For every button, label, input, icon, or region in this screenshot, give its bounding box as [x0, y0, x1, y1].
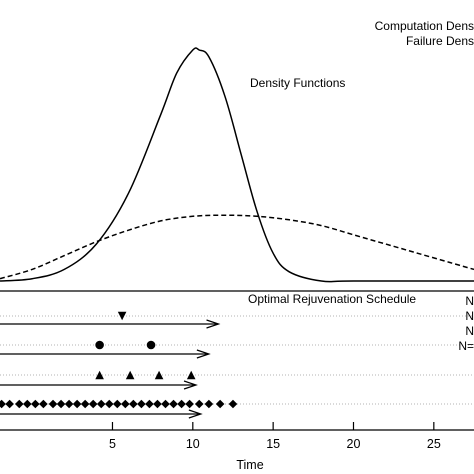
rejuvenation-marker-triangle-down [117, 311, 127, 321]
schedule-row-label: N [465, 294, 474, 308]
rejuvenation-marker-diamond [153, 399, 162, 409]
x-axis-ticks: 5 10 15 20 25 [109, 422, 441, 451]
rejuvenation-marker-diamond [5, 399, 14, 409]
rejuvenation-marker-diamond [72, 399, 82, 409]
rejuvenation-marker-triangle-up [125, 370, 135, 380]
rejuvenation-marker-diamond [215, 399, 225, 409]
schedule-row-label: N [465, 324, 474, 338]
rejuvenation-marker-diamond [31, 399, 40, 409]
rejuvenation-marker-diamond [177, 399, 186, 409]
rejuvenation-marker-diamond [121, 399, 130, 409]
rejuvenation-marker-diamond [228, 399, 238, 409]
rejuvenation-marker-diamond [129, 399, 138, 409]
schedule-row-label: N= [458, 339, 474, 353]
rejuvenation-marker-diamond [104, 399, 114, 409]
rejuvenation-marker-circle [146, 340, 156, 350]
schedule-arrowhead [206, 319, 221, 329]
rejuvenation-marker-diamond [48, 399, 58, 409]
x-tick-label: 10 [186, 437, 200, 451]
rejuvenation-marker-triangle-up [95, 370, 104, 380]
rejuvenation-marker-diamond [204, 399, 214, 409]
rejuvenation-marker-circle [95, 340, 104, 350]
rejuvenation-marker-diamond [39, 399, 48, 409]
rejuvenation-marker-diamond [112, 399, 122, 409]
rejuvenation-marker-diamond [169, 399, 178, 409]
legend-computation-label: Computation Dens [375, 19, 474, 33]
schedule-row-label: N [465, 309, 474, 323]
schedule-panel-title: Optimal Rejuvenation Schedule [248, 292, 416, 306]
density-panel-title: Density Functions [250, 76, 345, 90]
rejuvenation-marker-diamond [145, 399, 154, 409]
density-panel: Density Functions Computation Dens Failu… [0, 19, 474, 283]
rejuvenation-marker-diamond [185, 399, 194, 409]
rejuvenation-marker-diamond [96, 399, 106, 409]
x-tick-label: 15 [266, 437, 280, 451]
rejuvenation-marker-diamond [64, 399, 74, 409]
computation-density-line [0, 47, 474, 283]
rejuvenation-marker-diamond [194, 399, 204, 409]
schedule-arrowhead [188, 409, 203, 419]
x-tick-label: 5 [109, 437, 116, 451]
rejuvenation-marker-diamond [137, 399, 146, 409]
x-tick-label: 25 [427, 437, 441, 451]
rejuvenation-marker-triangle-up [154, 370, 164, 380]
rejuvenation-marker-diamond [23, 399, 32, 409]
rejuvenation-marker-diamond [161, 399, 170, 409]
schedule-arrowhead [183, 380, 198, 390]
rejuvenation-marker-diamond [14, 399, 24, 409]
rejuvenation-marker-diamond [88, 399, 98, 409]
rejuvenation-marker-diamond [0, 399, 6, 409]
x-tick-label: 20 [347, 437, 361, 451]
rejuvenation-marker-diamond [56, 399, 66, 409]
legend-failure-label: Failure Dens [406, 34, 474, 48]
x-axis-label: Time [236, 458, 263, 472]
rejuvenation-marker-diamond [80, 399, 90, 409]
schedule-arrowhead [196, 349, 211, 359]
rejuvenation-marker-triangle-up [186, 370, 196, 380]
failure-density-line [0, 214, 474, 280]
